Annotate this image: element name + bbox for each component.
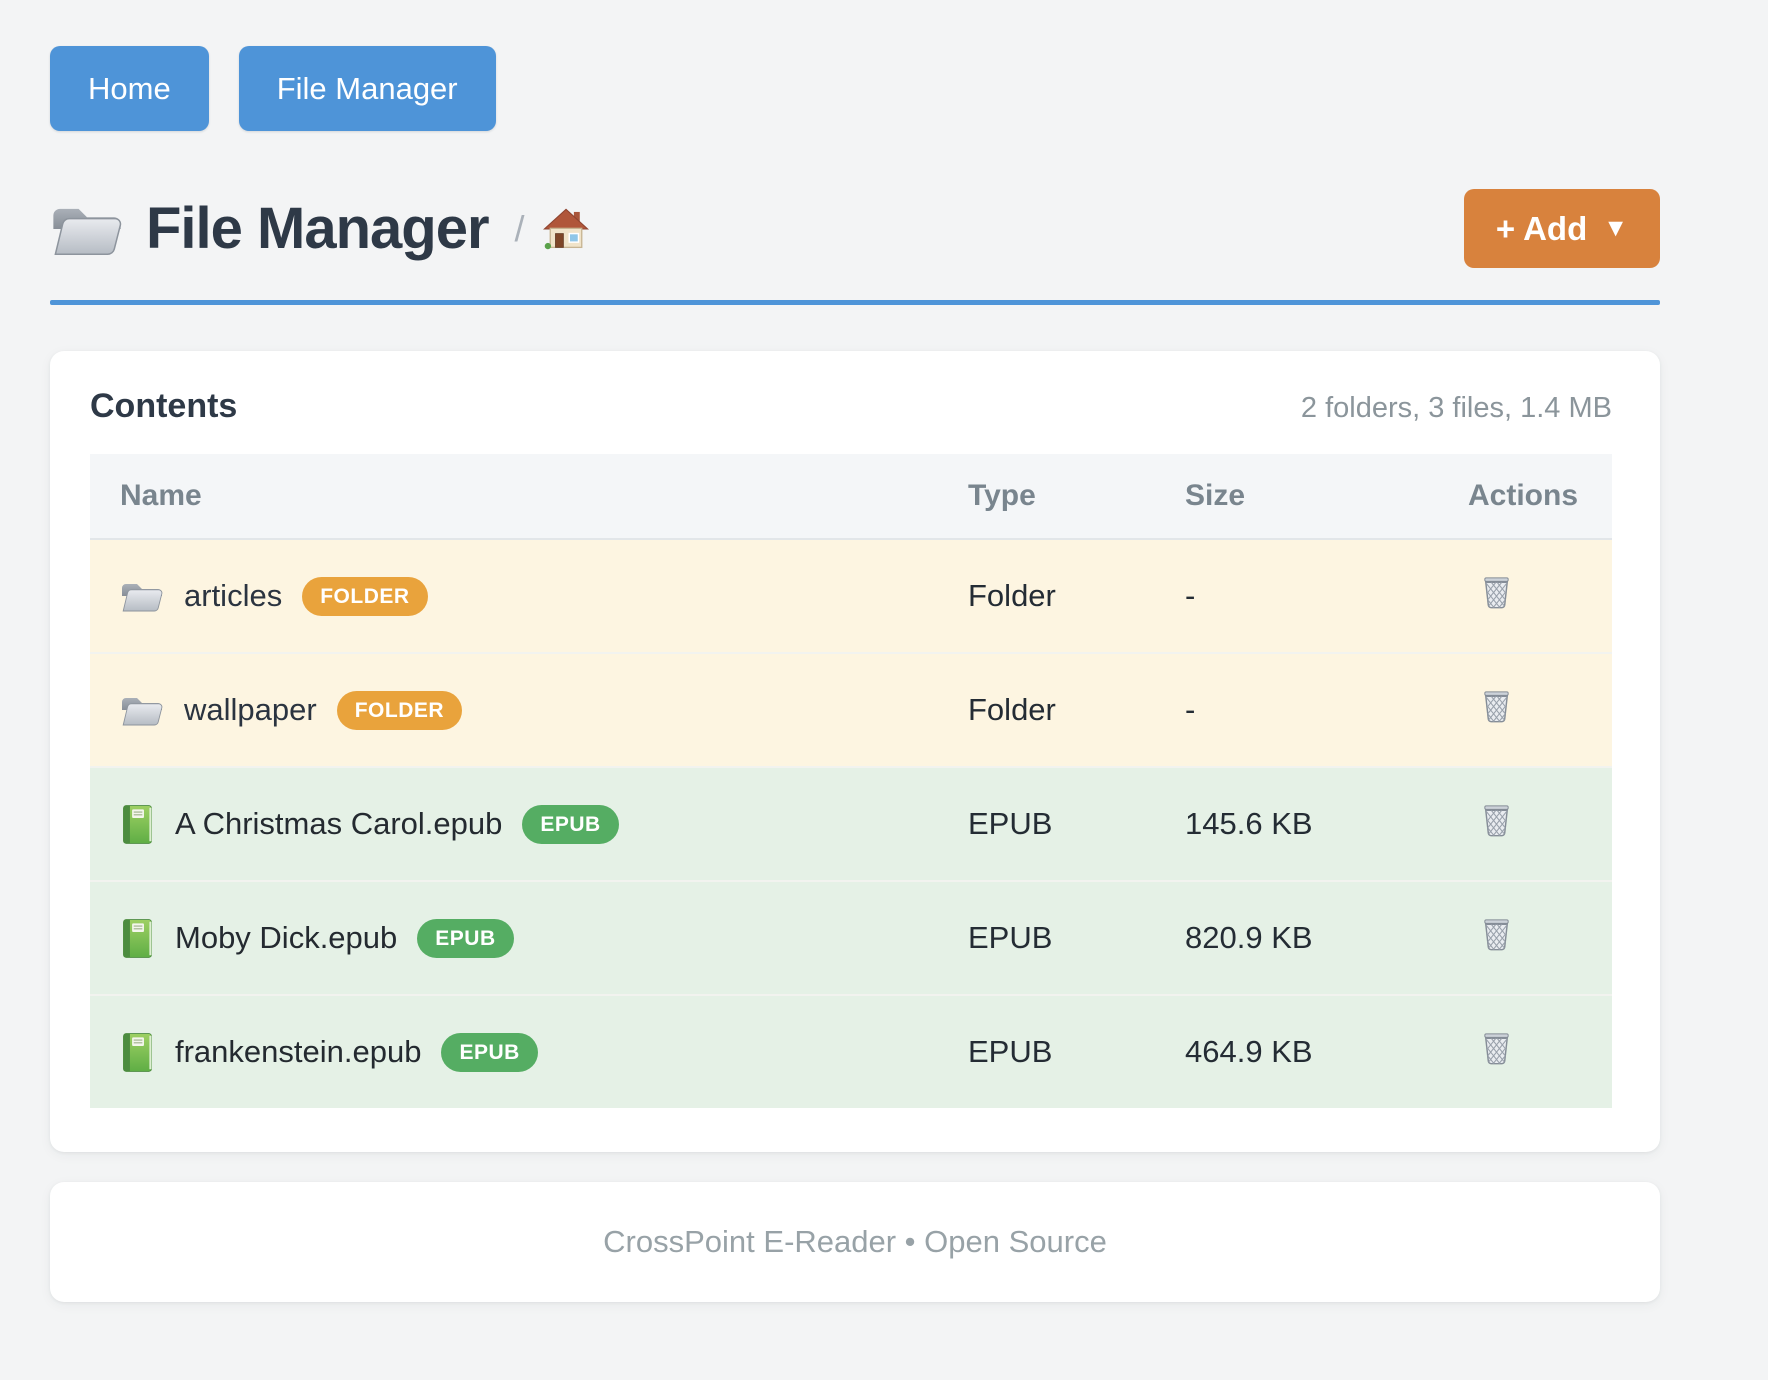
book-icon <box>120 918 155 959</box>
row-size: 464.9 KB <box>1185 994 1468 1108</box>
type-badge: EPUB <box>522 804 619 844</box>
row-name-link[interactable]: wallpaper <box>184 692 317 727</box>
page-container: Home File Manager File Manager / <box>50 0 1660 1302</box>
trash-icon[interactable] <box>1480 574 1513 611</box>
contents-card-header: Contents 2 folders, 3 files, 1.4 MB <box>90 387 1612 426</box>
folder-icon <box>120 578 164 614</box>
row-name-link[interactable]: Moby Dick.epub <box>175 920 398 955</box>
footer-text: CrossPoint E-Reader • Open Source <box>603 1224 1107 1259</box>
row-name-link[interactable]: A Christmas Carol.epub <box>175 806 503 841</box>
file-table: Name Type Size Actions <box>90 454 1612 1108</box>
caret-down-icon: ▼ <box>1603 214 1628 242</box>
type-badge: EPUB <box>441 1032 538 1072</box>
table-row: frankenstein.epub EPUB EPUB 464.9 KB <box>90 994 1612 1108</box>
contents-title: Contents <box>90 387 238 425</box>
row-size: - <box>1185 652 1468 767</box>
header-divider <box>50 300 1660 305</box>
trash-icon[interactable] <box>1480 688 1513 725</box>
name-cell: Moby Dick.epub EPUB <box>90 918 968 959</box>
trash-icon[interactable] <box>1480 916 1513 953</box>
type-badge: FOLDER <box>302 576 428 616</box>
page-title: File Manager <box>146 196 490 261</box>
row-type: EPUB <box>968 766 1185 881</box>
title-wrap: File Manager / <box>50 195 589 262</box>
table-row: wallpaper FOLDER Folder - <box>90 652 1612 767</box>
name-cell: wallpaper FOLDER <box>90 690 968 730</box>
trash-icon[interactable] <box>1480 802 1513 839</box>
table-row: Moby Dick.epub EPUB EPUB 820.9 KB <box>90 880 1612 995</box>
row-type: EPUB <box>968 880 1185 995</box>
type-badge: FOLDER <box>336 690 463 730</box>
row-type: Folder <box>968 539 1185 653</box>
nav-file-manager-button[interactable]: File Manager <box>238 46 496 131</box>
folder-icon <box>50 198 124 260</box>
top-nav: Home File Manager <box>50 0 1660 131</box>
column-header-size: Size <box>1185 454 1468 540</box>
book-icon <box>120 804 155 845</box>
trash-icon[interactable] <box>1480 1030 1513 1067</box>
name-cell: articles FOLDER <box>90 576 968 616</box>
folder-icon <box>120 692 164 728</box>
breadcrumb: / <box>515 208 589 250</box>
row-name-link[interactable]: articles <box>184 578 283 613</box>
page-header: File Manager / + Add ▼ <box>50 189 1660 268</box>
row-size: 820.9 KB <box>1185 880 1468 995</box>
book-icon <box>120 1032 155 1073</box>
row-size: 145.6 KB <box>1185 766 1468 881</box>
name-cell: A Christmas Carol.epub EPUB <box>90 804 968 845</box>
contents-table-body: articles FOLDER Folder - <box>90 539 1612 1108</box>
add-button[interactable]: + Add ▼ <box>1463 189 1660 268</box>
type-badge: EPUB <box>417 918 514 958</box>
table-header-row: Name Type Size Actions <box>90 454 1612 540</box>
row-size: - <box>1185 539 1468 653</box>
add-button-label: + Add <box>1495 210 1588 247</box>
footer-card: CrossPoint E-Reader • Open Source <box>50 1182 1660 1302</box>
table-row: A Christmas Carol.epub EPUB EPUB 145.6 K… <box>90 766 1612 881</box>
table-row: articles FOLDER Folder - <box>90 539 1612 653</box>
nav-home-button[interactable]: Home <box>50 46 209 131</box>
column-header-actions: Actions <box>1468 454 1612 540</box>
column-header-name: Name <box>90 454 968 540</box>
contents-summary: 2 folders, 3 files, 1.4 MB <box>1300 392 1612 424</box>
column-header-type: Type <box>968 454 1185 540</box>
breadcrumb-separator: / <box>514 207 525 249</box>
name-cell: frankenstein.epub EPUB <box>90 1032 968 1073</box>
row-type: EPUB <box>968 994 1185 1108</box>
row-name-link[interactable]: frankenstein.epub <box>175 1034 422 1069</box>
row-type: Folder <box>968 652 1185 767</box>
contents-card: Contents 2 folders, 3 files, 1.4 MB Name… <box>50 351 1660 1152</box>
house-icon[interactable] <box>525 208 589 250</box>
